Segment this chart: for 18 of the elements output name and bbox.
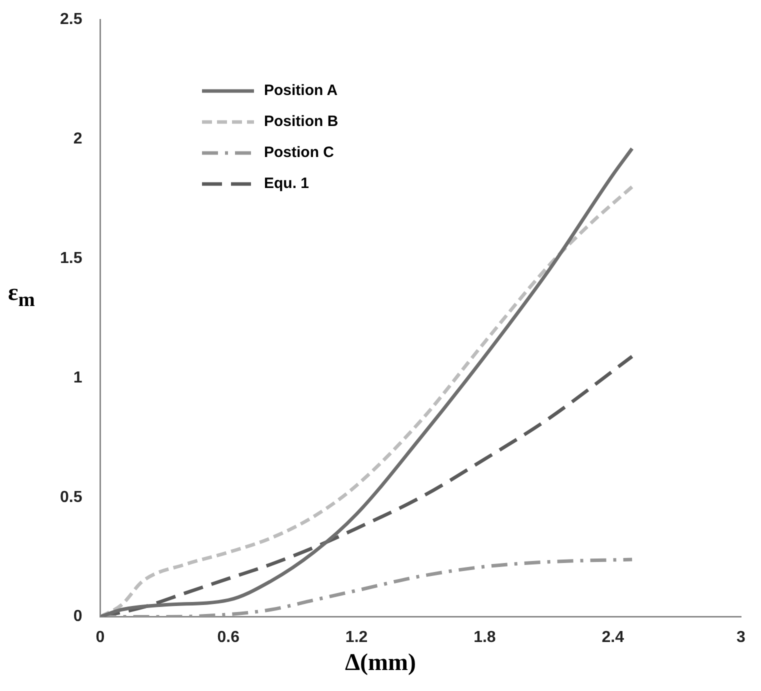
y-tick-label: 1 [73,369,82,386]
y-tick-label: 0.5 [60,488,82,506]
legend-label: Position B [264,113,338,130]
y-tick-label: 1.5 [60,250,82,267]
x-tick-label: 3 [736,628,746,646]
y-axis-title: ε$_{m}$ [8,280,35,312]
x-axis-title: Δ(mm) [344,650,417,677]
x-tick-label: 0.6 [217,628,240,646]
x-tick-label: 1.8 [474,628,496,646]
x-tick-label: 0 [96,628,105,646]
x-tick-label: 2.4 [602,628,624,646]
legend-label: Postion C [264,144,334,161]
x-tick-label: 1.2 [345,628,368,646]
y-tick-label: 2.5 [60,11,82,28]
y-tick-label: 0 [73,608,82,626]
y-tick-label: 2 [73,130,82,148]
legend-label: Position A [264,82,338,99]
legend-label: Equ. 1 [264,175,310,192]
